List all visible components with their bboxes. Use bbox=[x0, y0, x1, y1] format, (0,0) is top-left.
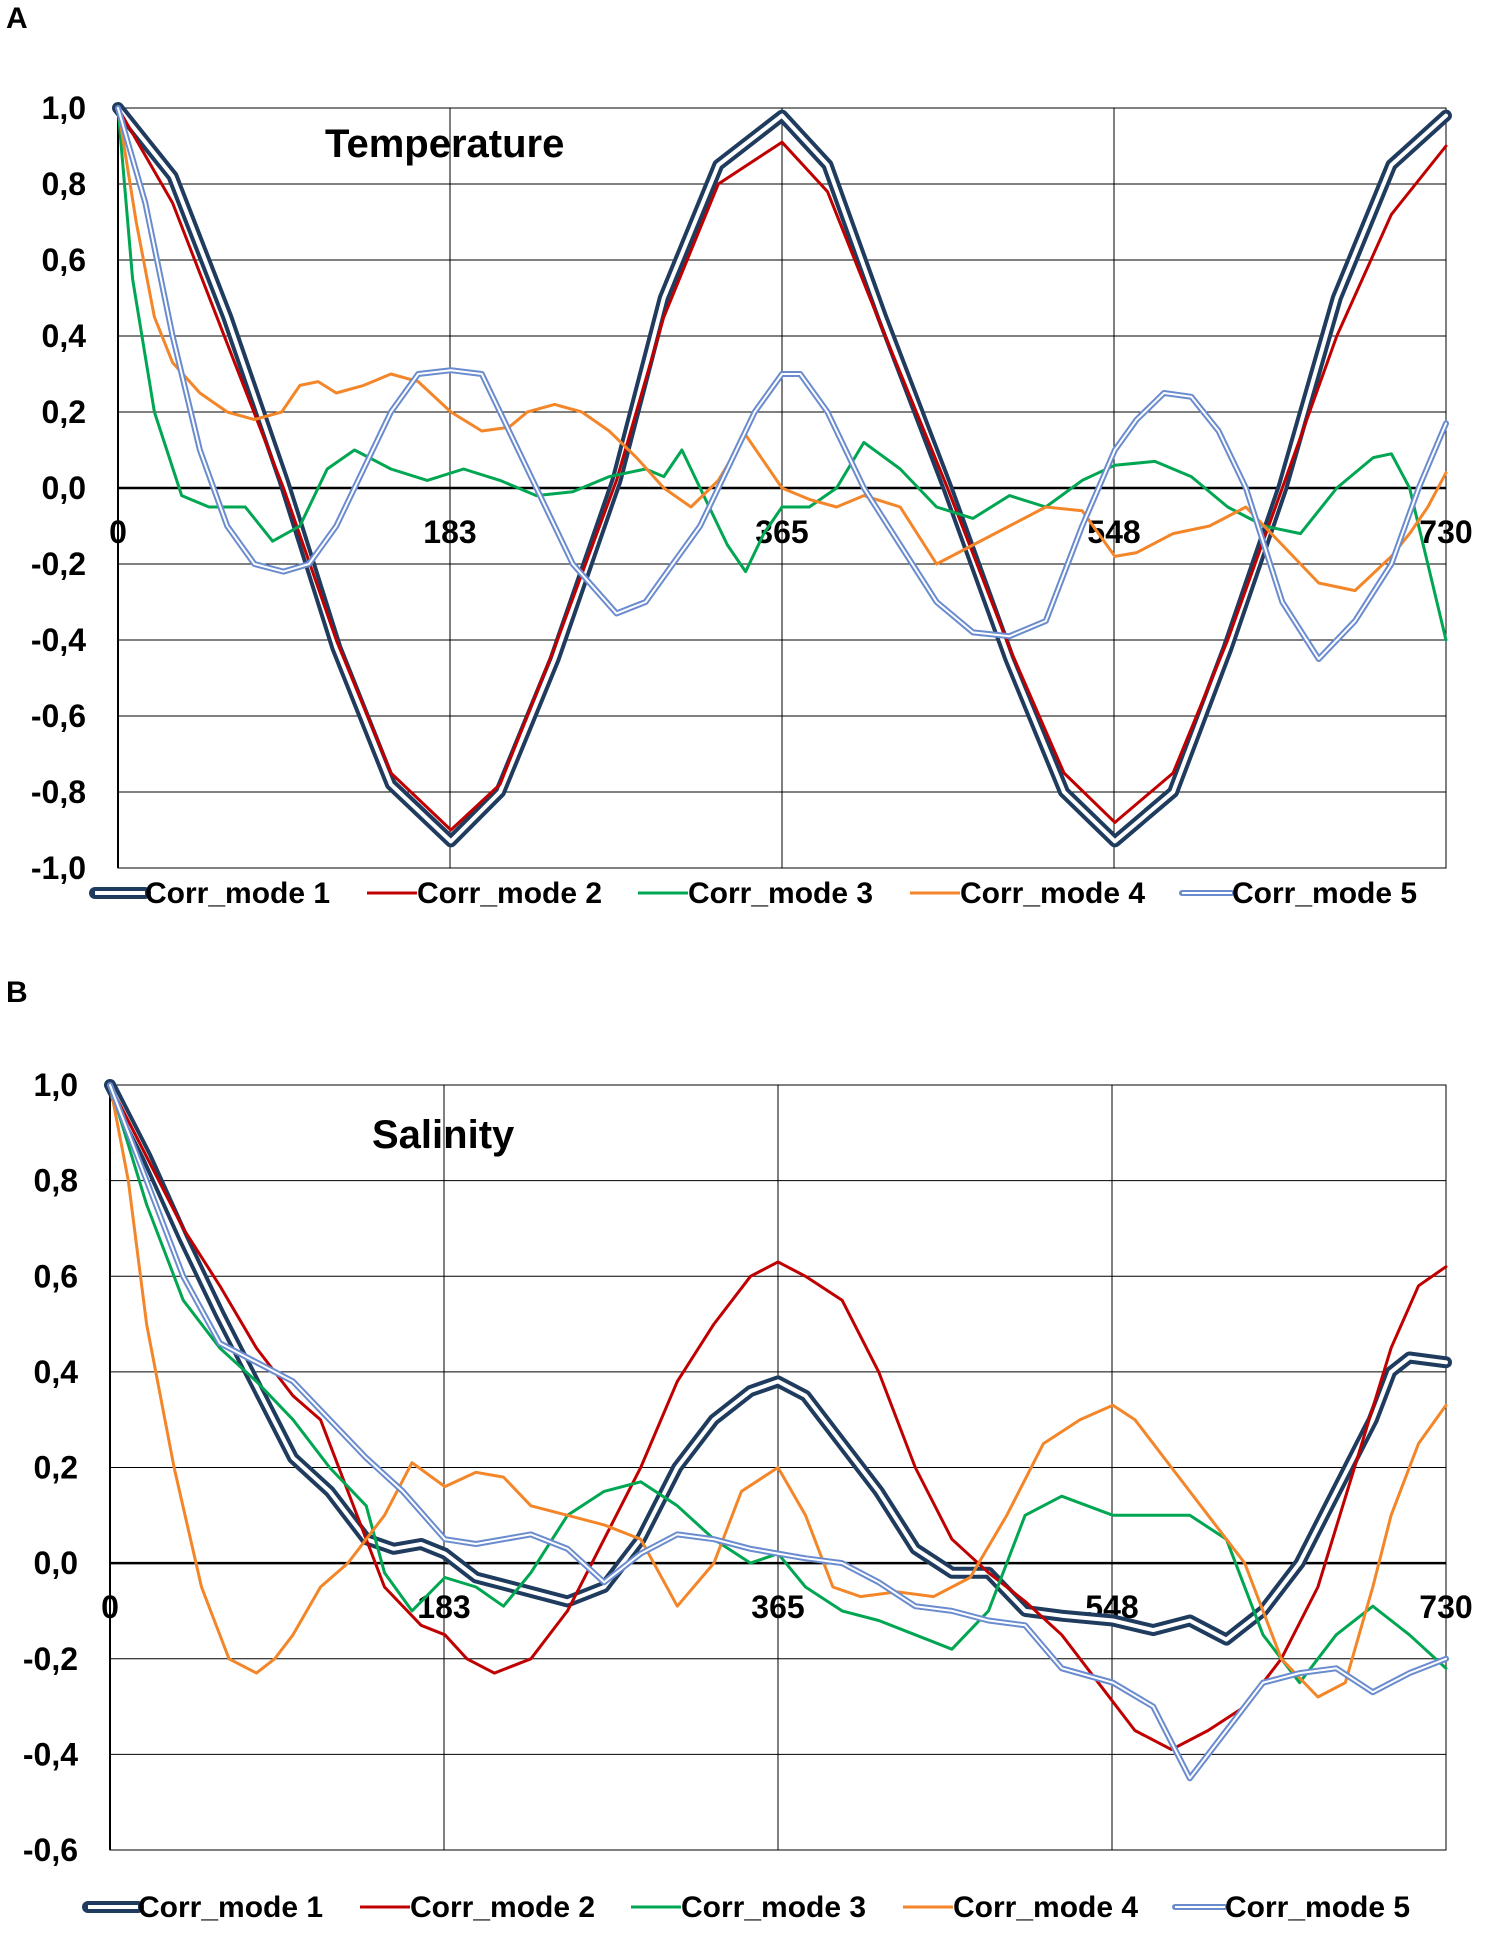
salinity-legend: Corr_mode 1 Corr_mode 2 Corr_mode 3 Corr_mo… bbox=[82, 1891, 1410, 1924]
y-tick-label: -0,4 bbox=[31, 622, 86, 658]
y-tick-label: -0,8 bbox=[31, 774, 86, 810]
temperature-y-ticks: 1,0 0,8 0,6 0,4 0,2 0,0 -0,2 -0,4 -0,6 -0,8 -1,0 bbox=[31, 90, 86, 886]
series-line-inner bbox=[117, 107, 1447, 660]
y-tick-label: 0,2 bbox=[34, 1450, 78, 1486]
legend-item-corr-mode-3: Corr_mode 3 bbox=[631, 1891, 866, 1924]
y-tick-label: -0,2 bbox=[23, 1641, 78, 1677]
series-corr-mode-1 bbox=[104, 1079, 1452, 1646]
series-corr-mode-3 bbox=[116, 106, 1448, 642]
x-tick-label: 0 bbox=[101, 1589, 119, 1625]
series-line bbox=[108, 1083, 1448, 1752]
series-line bbox=[116, 106, 1448, 832]
temperature-panel: A 1,0 0,8 0,6 0,4 0,2 0,0 -0,2 -0,4 -0,6 -0,8 -1,0… bbox=[6, 2, 1473, 910]
legend-item-corr-mode-4: Corr_mode 4 bbox=[903, 1891, 1138, 1924]
y-tick-label: -0,6 bbox=[31, 698, 86, 734]
legend-label: Corr_mode 4 bbox=[953, 1891, 1138, 1924]
y-tick-label: 0,8 bbox=[34, 1163, 78, 1199]
series-line bbox=[108, 1083, 1448, 1685]
y-tick-label: -0,4 bbox=[23, 1736, 78, 1772]
x-tick-label: 0 bbox=[109, 514, 127, 550]
y-tick-label: -1,0 bbox=[31, 850, 86, 886]
y-tick-label: 0,0 bbox=[42, 470, 86, 506]
x-tick-label: 365 bbox=[751, 1589, 804, 1625]
y-tick-label: -0,6 bbox=[23, 1832, 78, 1868]
legend-label: Corr_mode 2 bbox=[410, 1891, 595, 1924]
salinity-panel: B 1,0 0,8 0,6 0,4 0,2 0,0 -0,2 -0,4 -0,6 0 183 365… bbox=[6, 976, 1473, 1924]
legend-item-corr-mode-5: Corr_mode 5 bbox=[1172, 1891, 1410, 1924]
legend-item-corr-mode-5: Corr_mode 5 bbox=[1179, 877, 1417, 910]
x-tick-label: 730 bbox=[1419, 1589, 1472, 1625]
legend-item-corr-mode-2: Corr_mode 2 bbox=[360, 1891, 595, 1924]
series-line bbox=[108, 1083, 1448, 1699]
series-corr-mode-4 bbox=[108, 1083, 1448, 1699]
series-line bbox=[116, 106, 1448, 642]
panel-letter-b: B bbox=[6, 976, 28, 1009]
legend-label: Corr_mode 5 bbox=[1225, 1891, 1410, 1924]
y-tick-label: 0,2 bbox=[42, 394, 86, 430]
y-tick-label: 0,4 bbox=[42, 318, 87, 354]
salinity-series bbox=[104, 1079, 1452, 1782]
legend-label: Corr_mode 5 bbox=[1232, 877, 1417, 910]
salinity-title: Salinity bbox=[372, 1113, 515, 1157]
legend-item-corr-mode-1: Corr_mode 1 bbox=[82, 1891, 323, 1924]
legend-label: Corr_mode 1 bbox=[138, 1891, 323, 1924]
legend-label: Corr_mode 3 bbox=[681, 1891, 866, 1924]
legend-label: Corr_mode 2 bbox=[417, 877, 602, 910]
legend-item-corr-mode-1: Corr_mode 1 bbox=[89, 877, 330, 910]
legend-item-corr-mode-3: Corr_mode 3 bbox=[638, 877, 873, 910]
series-corr-mode-1 bbox=[112, 102, 1452, 848]
series-line-inner bbox=[108, 1083, 1448, 1642]
legend-item-corr-mode-4: Corr_mode 4 bbox=[910, 877, 1145, 910]
y-tick-label: 1,0 bbox=[34, 1067, 78, 1103]
series-corr-mode-5 bbox=[115, 105, 1449, 662]
series-corr-mode-2 bbox=[116, 106, 1448, 832]
temperature-legend: Corr_mode 1 Corr_mode 2 Corr_mode 3 Corr_mo… bbox=[89, 877, 1417, 910]
y-tick-label: -0,2 bbox=[31, 546, 86, 582]
x-tick-label: 730 bbox=[1419, 514, 1472, 550]
salinity-y-ticks: 1,0 0,8 0,6 0,4 0,2 0,0 -0,2 -0,4 -0,6 bbox=[23, 1067, 78, 1868]
legend-label: Corr_mode 4 bbox=[960, 877, 1145, 910]
x-tick-label: 183 bbox=[423, 514, 476, 550]
y-tick-label: 0,4 bbox=[34, 1354, 79, 1390]
legend-item-corr-mode-2: Corr_mode 2 bbox=[367, 877, 602, 910]
panel-letter-a: A bbox=[6, 2, 28, 35]
series-corr-mode-2 bbox=[108, 1083, 1448, 1752]
temperature-x-ticks: 0 183 365 548 730 bbox=[109, 514, 1473, 550]
x-tick-label: 183 bbox=[417, 1589, 470, 1625]
y-tick-label: 1,0 bbox=[42, 90, 86, 126]
series-corr-mode-5 bbox=[107, 1082, 1449, 1782]
y-tick-label: 0,6 bbox=[34, 1258, 78, 1294]
legend-label: Corr_mode 1 bbox=[145, 877, 330, 910]
y-tick-label: 0,8 bbox=[42, 166, 86, 202]
x-tick-label: 548 bbox=[1087, 514, 1140, 550]
series-corr-mode-4 bbox=[116, 106, 1448, 593]
series-line-inner bbox=[109, 1084, 1447, 1780]
y-tick-label: 0,0 bbox=[34, 1545, 78, 1581]
salinity-grid bbox=[109, 1084, 1447, 1851]
series-line bbox=[116, 106, 1448, 593]
temperature-series bbox=[112, 102, 1452, 848]
series-corr-mode-3 bbox=[108, 1083, 1448, 1685]
y-tick-label: 0,6 bbox=[42, 242, 86, 278]
series-line-inner bbox=[116, 106, 1448, 844]
legend-label: Corr_mode 3 bbox=[688, 877, 873, 910]
temperature-title: Temperature bbox=[325, 122, 564, 166]
